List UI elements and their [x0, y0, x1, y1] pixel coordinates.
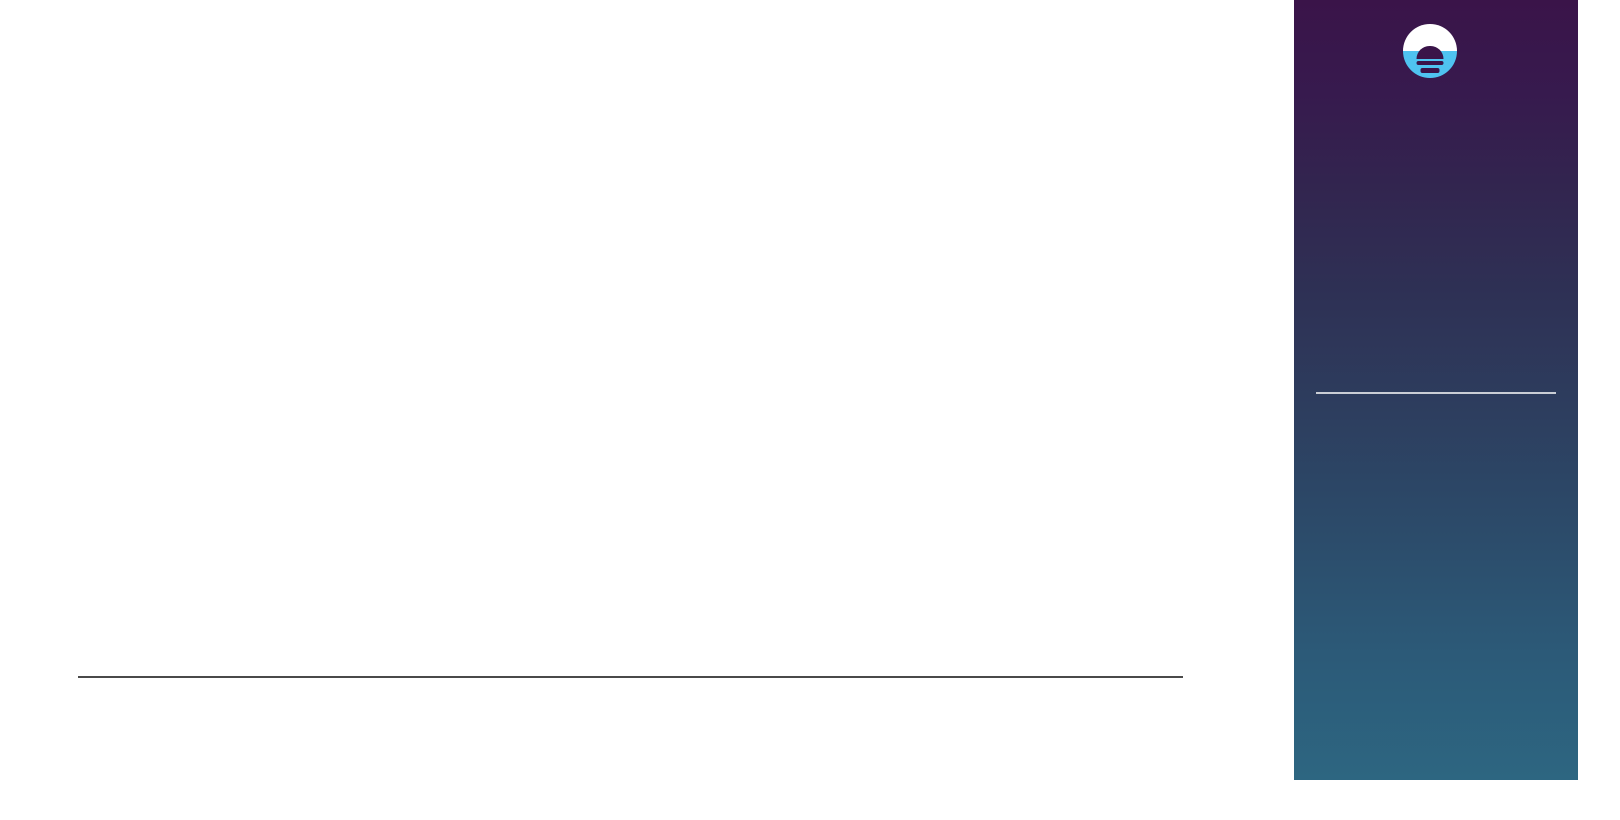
brand-logo: [1294, 18, 1578, 84]
chart-pane: [78, 120, 1183, 678]
logo-bar-upper: [1416, 60, 1443, 65]
panel-divider: [1316, 392, 1556, 394]
bar-series: [78, 120, 1183, 676]
perspective-wireframe-mesh-icon: [1294, 580, 1578, 780]
logo-bar-lower: [1420, 68, 1439, 73]
logo-dome-shape: [1416, 45, 1443, 59]
x-axis-line: [78, 676, 1183, 678]
horizon-sunset-circle-icon: [1402, 24, 1457, 78]
cagr-stat-panel: [1294, 0, 1578, 780]
